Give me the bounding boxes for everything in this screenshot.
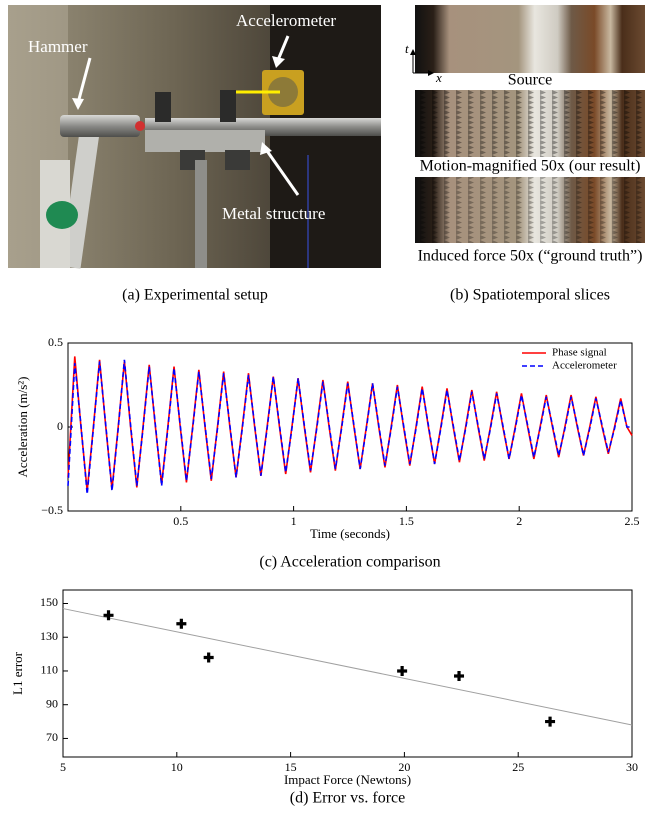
- y-tick-label: 150: [40, 595, 58, 609]
- point: [454, 671, 465, 682]
- x-tick-label: 20: [398, 760, 410, 774]
- point: [176, 618, 187, 629]
- y-tick-label: 0: [57, 419, 63, 433]
- x-tick-label: 10: [171, 760, 183, 774]
- x-tick-label: 15: [285, 760, 297, 774]
- caption: (d) Error vs. force: [290, 790, 406, 807]
- x-tick-label: 25: [512, 760, 524, 774]
- point: [545, 716, 556, 727]
- photo-label: Metal structure: [222, 204, 325, 223]
- photo: [8, 5, 381, 269]
- y-tick-label: 90: [46, 696, 58, 710]
- x-tick-label: 5: [60, 760, 66, 774]
- fit-line: [62, 608, 633, 726]
- photo-label: Accelerometer: [236, 11, 336, 30]
- y-tick-label: −0.5: [41, 503, 63, 517]
- x-tick-label: 2: [516, 514, 522, 528]
- x-tick-label: 1: [291, 514, 297, 528]
- slice-label: Induced force 50x (“ground truth”): [418, 248, 643, 265]
- x-tick-label: 1.5: [399, 514, 414, 528]
- x-tick-label: 0.5: [173, 514, 188, 528]
- legend-label: Phase signal: [552, 347, 607, 359]
- slice-label: Source: [508, 72, 552, 89]
- y-tick-label: 130: [40, 629, 58, 643]
- axis-label: x: [435, 70, 442, 85]
- caption: (c) Acceleration comparison: [259, 554, 440, 571]
- x-axis-label: Impact Force (Newtons): [284, 772, 411, 787]
- photo-label: Hammer: [28, 37, 88, 56]
- point: [203, 652, 214, 663]
- axis-label: t: [405, 41, 409, 56]
- plot-area: [62, 589, 633, 758]
- x-axis-label: Time (seconds): [310, 526, 390, 541]
- caption: (a) Experimental setup: [122, 287, 268, 304]
- y-tick-label: 110: [40, 663, 58, 677]
- y-axis-label: L1 error: [10, 651, 25, 695]
- slices: [410, 5, 645, 243]
- slice-label: Motion-magnified 50x (our result): [420, 158, 641, 175]
- plot-area: [67, 342, 633, 512]
- y-tick-label: 70: [46, 730, 58, 744]
- y-axis-label: Acceleration (m/s²): [15, 377, 30, 478]
- y-tick-label: 0.5: [48, 335, 63, 349]
- x-tick-label: 30: [626, 760, 638, 774]
- legend-label: Accelerometer: [552, 360, 617, 372]
- x-tick-label: 2.5: [625, 514, 640, 528]
- caption: (b) Spatiotemporal slices: [450, 287, 610, 304]
- data-line: [67, 359, 632, 495]
- point: [103, 610, 114, 621]
- point: [397, 665, 408, 676]
